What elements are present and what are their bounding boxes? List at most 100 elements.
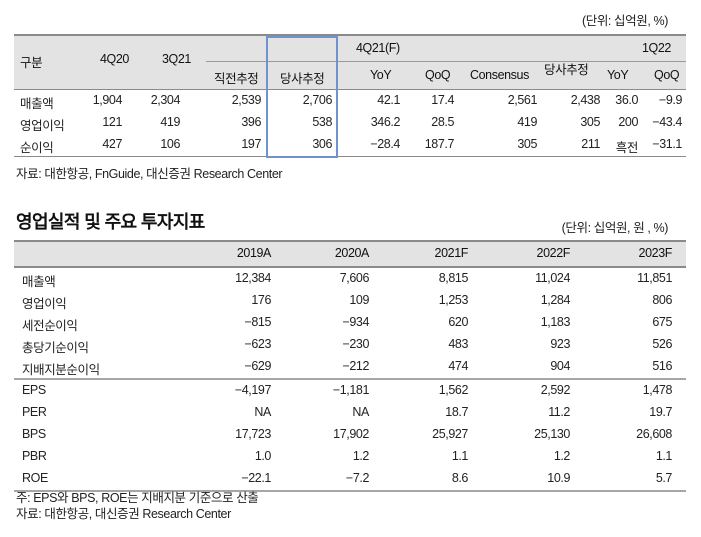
cell: 176 [251, 293, 271, 307]
cell: 17.4 [431, 93, 454, 107]
table-header: 2019A 2020A 2021F 2022F 2023F [14, 240, 686, 268]
row-label: 지배지분순이익 [22, 363, 100, 377]
cell: 11.2 [548, 405, 570, 419]
group-separator [14, 378, 686, 380]
cell: −9.9 [658, 93, 682, 107]
cell: 2,561 [507, 93, 538, 107]
header-qoq: QoQ [425, 68, 451, 82]
cell: NA [352, 405, 369, 419]
header-2019a: 2019A [236, 246, 272, 260]
row-label: 총당기순이익 [22, 341, 89, 355]
cell: 5.7 [655, 471, 673, 485]
cell: 25,927 [432, 427, 468, 441]
table-row: 영업이익 121 419 396 538 346.2 28.5 419 305 … [14, 112, 686, 134]
table-row: BPS 17,723 17,902 25,927 25,130 26,608 [14, 424, 686, 446]
row-label: 순이익 [20, 141, 54, 155]
cell: −22.1 [241, 471, 271, 485]
cell: −4,197 [234, 383, 272, 397]
cell: 10.9 [547, 471, 570, 485]
cell: 2,539 [231, 93, 262, 107]
cell: 18.7 [445, 405, 468, 419]
cell: 1.1 [655, 449, 673, 463]
unit-label-table1: (단위: 십억원, %) [581, 14, 668, 28]
cell: −629 [244, 359, 271, 373]
cell: 1.2 [352, 449, 370, 463]
header-label: 구분 [20, 56, 43, 70]
cell: 2,706 [302, 93, 333, 107]
table-bottom-rule [14, 490, 686, 492]
cell: 187.7 [424, 137, 455, 151]
cell: −43.4 [652, 115, 682, 129]
cell: 36.0 [615, 93, 638, 107]
cell: 17,723 [235, 427, 271, 441]
header-2022f: 2022F [536, 246, 571, 260]
cell: 1,904 [92, 93, 123, 107]
table-row: EPS −4,197 −1,181 1,562 2,592 1,478 [14, 380, 686, 402]
cell: 26,608 [636, 427, 672, 441]
cell: −28.4 [370, 137, 400, 151]
cell: 675 [652, 315, 672, 329]
cell: 200 [618, 115, 638, 129]
source-note-table2: 자료: 대한항공, 대신증권 Research Center [16, 507, 231, 521]
cell: 12,384 [235, 271, 271, 285]
table-row: PBR 1.0 1.2 1.1 1.2 1.1 [14, 446, 686, 468]
header-group-1q22: 1Q22 [642, 41, 671, 55]
cell: −7.2 [345, 471, 369, 485]
cell: 1,253 [438, 293, 469, 307]
row-label: EPS [22, 383, 46, 397]
cell: 25,130 [534, 427, 570, 441]
header-1q22-qoq: QoQ [654, 68, 680, 82]
cell: 419 [517, 115, 537, 129]
header-our-estimate: 당사추정 [280, 72, 325, 86]
table-row: 순이익 427 106 197 306 −28.4 187.7 305 211 … [14, 134, 686, 156]
cell: 904 [550, 359, 570, 373]
row-label: 매출액 [20, 97, 54, 111]
table-row: 매출액 12,384 7,606 8,815 11,024 11,851 [14, 268, 686, 290]
cell: 8.6 [451, 471, 469, 485]
table-row: 지배지분순이익 −629 −212 474 904 516 [14, 356, 686, 378]
cell: NA [254, 405, 271, 419]
cell: 106 [160, 137, 180, 151]
table-row: 영업이익 176 109 1,253 1,284 806 [14, 290, 686, 312]
table-row: 총당기순이익 −623 −230 483 923 526 [14, 334, 686, 356]
financial-indicators-table: 2019A 2020A 2021F 2022F 2023F 매출액 12,384… [14, 240, 686, 492]
cell: 121 [102, 115, 122, 129]
table-header: 구분 4Q20 3Q21 4Q21(F) 1Q22 직전추정 당사추정 YoY … [14, 34, 686, 90]
cell: −230 [342, 337, 369, 351]
header-group-4q21: 4Q21(F) [356, 41, 400, 55]
cell: 1,478 [642, 383, 673, 397]
note-text: 주: EPS와 BPS, ROE는 지배지분 기준으로 산출 [16, 491, 259, 505]
cell: 7,606 [339, 271, 370, 285]
table-row: 세전순이익 −815 −934 620 1,183 675 [14, 312, 686, 334]
table-bottom-rule [14, 156, 686, 157]
row-label: 세전순이익 [22, 319, 78, 333]
cell: 806 [652, 293, 672, 307]
cell: −31.1 [652, 137, 682, 151]
row-label: PER [22, 405, 47, 419]
cell: −212 [342, 359, 369, 373]
row-label: 영업이익 [22, 297, 67, 311]
row-label: ROE [22, 471, 48, 485]
header-prev-estimate: 직전추정 [214, 72, 259, 86]
cell: 620 [448, 315, 468, 329]
table-row: 매출액 1,904 2,304 2,539 2,706 42.1 17.4 2,… [14, 90, 686, 112]
cell: 8,815 [438, 271, 469, 285]
cell: 305 [517, 137, 537, 151]
group-divider-4q21 [206, 61, 604, 62]
cell: 197 [241, 137, 261, 151]
cell: 2,304 [150, 93, 181, 107]
cell: 923 [550, 337, 570, 351]
cell: 211 [581, 137, 600, 151]
footnotes: 주: EPS와 BPS, ROE는 지배지분 기준으로 산출 자료: 대한항공,… [16, 490, 259, 522]
unit-label-table2: (단위: 십억원, 원 , %) [561, 221, 669, 235]
cell: −623 [244, 337, 271, 351]
cell: −815 [244, 315, 271, 329]
cell: 2,592 [540, 383, 571, 397]
row-label: 매출액 [22, 275, 56, 289]
cell: 306 [312, 137, 332, 151]
quarterly-estimate-table: 구분 4Q20 3Q21 4Q21(F) 1Q22 직전추정 당사추정 YoY … [14, 34, 686, 158]
cell: −934 [342, 315, 369, 329]
cell: 419 [160, 115, 180, 129]
table-row: PER NA NA 18.7 11.2 19.7 [14, 402, 686, 424]
section-title: 영업실적 및 주요 투자지표 [16, 212, 205, 232]
